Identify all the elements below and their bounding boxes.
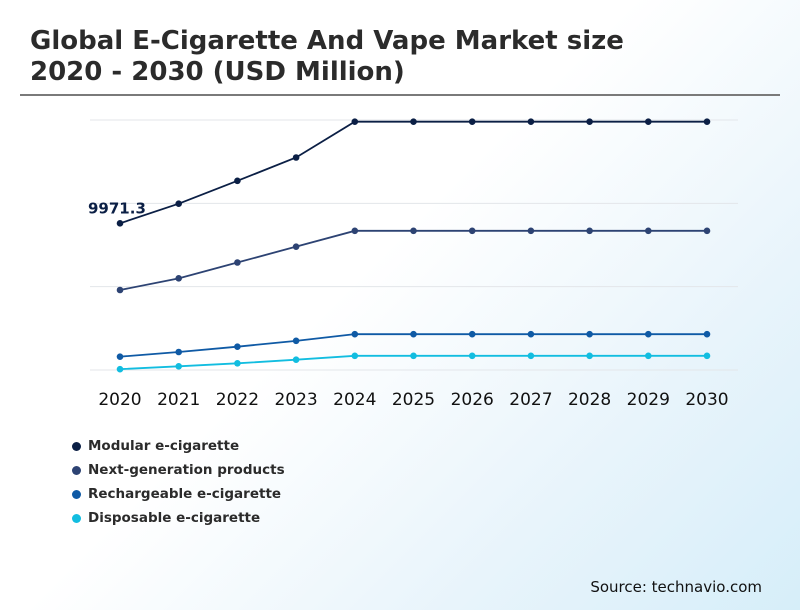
legend-item: Rechargeable e-cigarette (72, 482, 285, 506)
data-point (175, 275, 182, 282)
data-point (645, 330, 652, 338)
data-point (116, 353, 124, 360)
data-point (586, 118, 593, 125)
data-point (527, 227, 535, 235)
chart-title-line-1: Global E-Cigarette And Vape Market size (30, 26, 624, 56)
x-tick-label: 2024 (333, 390, 376, 410)
data-point (527, 352, 535, 360)
data-point (351, 118, 359, 125)
legend-swatch (72, 489, 81, 499)
data-point (116, 365, 124, 373)
data-point (703, 330, 711, 338)
data-point (645, 118, 652, 125)
legend-swatch (72, 441, 81, 451)
legend-label: Rechargeable e-cigarette (88, 486, 282, 502)
legend-item: Modular e-cigarette (72, 434, 285, 458)
data-point (234, 343, 241, 350)
data-point (175, 348, 182, 356)
legend-item: Next-generation products (72, 458, 285, 482)
data-point (468, 227, 476, 235)
data-point (292, 356, 300, 363)
data-point (645, 352, 652, 360)
data-point (410, 118, 417, 125)
x-tick-label: 2022 (216, 390, 259, 410)
data-point (468, 352, 476, 360)
line-chart: 2020 2021 2022 2023 2024 2025 2026 2027 2028 2029… (88, 118, 738, 410)
legend-swatch (72, 465, 81, 475)
series-line (119, 229, 707, 291)
data-point (292, 337, 300, 345)
data-point (351, 330, 359, 338)
legend-label: Next-generation products (88, 462, 285, 478)
data-point (703, 352, 711, 360)
source-note: Source: technavio.com (590, 578, 762, 596)
x-tick-label: 2023 (274, 390, 317, 410)
legend-swatch (72, 513, 81, 523)
data-point (645, 227, 652, 235)
data-point (703, 118, 711, 125)
x-tick-label: 2020 (98, 390, 141, 410)
data-point (175, 363, 182, 370)
data-point (586, 352, 593, 360)
data-point (175, 200, 182, 207)
x-tick-label: 2025 (392, 390, 435, 410)
legend-label: Modular e-cigarette (88, 438, 240, 454)
chart-title-line-2: 2020 - 2030 (USD Million) (30, 57, 405, 87)
data-point (586, 227, 593, 235)
data-point (703, 227, 711, 235)
data-point (410, 227, 417, 235)
data-point (351, 227, 359, 235)
data-point (468, 330, 476, 338)
data-point (292, 154, 300, 161)
data-point (116, 286, 124, 294)
data-point (468, 118, 476, 125)
data-point (234, 177, 241, 185)
data-point (527, 330, 535, 338)
data-point (410, 330, 417, 338)
data-point (234, 259, 241, 266)
legend-item: Disposable e-cigarette (72, 506, 285, 530)
data-point (410, 352, 417, 360)
data-point (292, 243, 300, 250)
legend-label: Disposable e-cigarette (88, 510, 261, 526)
data-point (527, 118, 535, 125)
x-tick-label: 2030 (685, 390, 728, 410)
data-label: 9971.3 (88, 199, 146, 217)
title-divider (20, 94, 780, 96)
x-tick-label: 2029 (627, 390, 670, 410)
chart-legend: Modular e-cigarette Next-generation produ… (72, 434, 285, 530)
x-tick-label: 2021 (157, 390, 200, 410)
x-tick-label: 2026 (451, 390, 494, 410)
data-point (351, 352, 359, 360)
series-line (119, 120, 707, 225)
data-point (116, 220, 124, 227)
x-tick-label: 2027 (509, 390, 552, 410)
x-tick-label: 2028 (568, 390, 611, 410)
data-point (234, 360, 241, 367)
chart-title: Global E-Cigarette And Vape Market size … (30, 26, 770, 88)
data-point (586, 330, 593, 338)
